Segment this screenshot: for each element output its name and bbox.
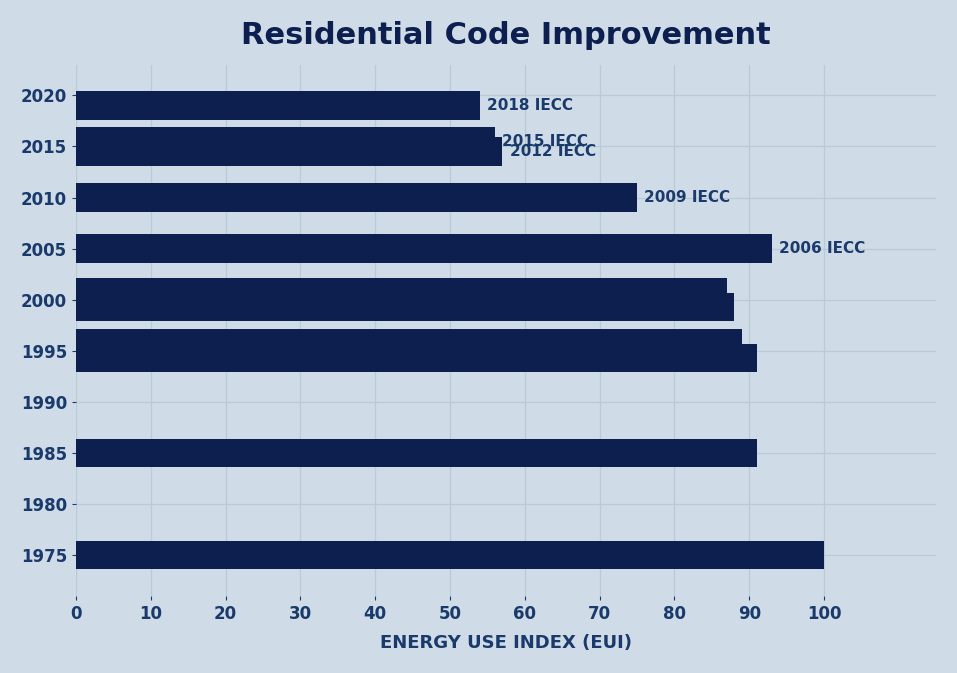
Bar bbox=[77, 344, 757, 372]
Bar bbox=[77, 234, 771, 263]
Bar bbox=[77, 92, 480, 120]
Text: 2009 IECC: 2009 IECC bbox=[644, 190, 730, 205]
Bar bbox=[77, 541, 824, 569]
Bar bbox=[77, 183, 637, 212]
Text: 2018 IECC: 2018 IECC bbox=[487, 98, 573, 113]
Bar bbox=[77, 439, 757, 467]
Title: Residential Code Improvement: Residential Code Improvement bbox=[241, 21, 771, 50]
Text: 2006 IECC: 2006 IECC bbox=[779, 241, 865, 256]
Bar bbox=[77, 127, 495, 155]
Text: 2015 IECC: 2015 IECC bbox=[502, 134, 589, 149]
Bar bbox=[77, 137, 502, 166]
Text: 2012 IECC: 2012 IECC bbox=[510, 144, 596, 159]
Bar bbox=[77, 278, 726, 307]
Bar bbox=[77, 329, 742, 358]
Bar bbox=[77, 293, 734, 321]
X-axis label: ENERGY USE INDEX (EUI): ENERGY USE INDEX (EUI) bbox=[380, 634, 633, 652]
